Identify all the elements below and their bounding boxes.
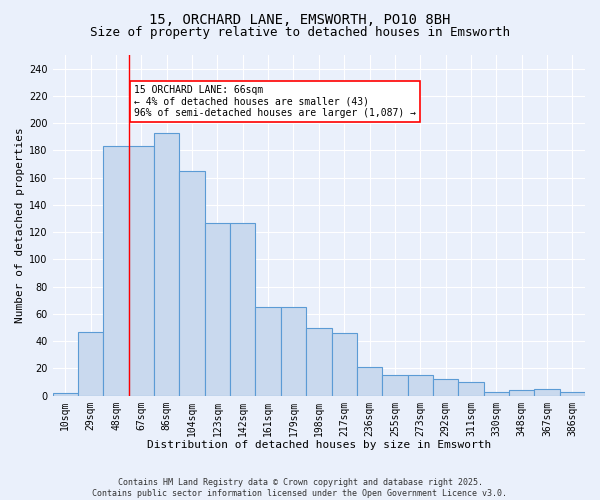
- Bar: [407, 376, 433, 396]
- Text: 15, ORCHARD LANE, EMSWORTH, PO10 8BH: 15, ORCHARD LANE, EMSWORTH, PO10 8BH: [149, 12, 451, 26]
- X-axis label: Distribution of detached houses by size in Emsworth: Distribution of detached houses by size …: [147, 440, 491, 450]
- Bar: [458, 382, 484, 396]
- Bar: [281, 307, 306, 396]
- Bar: [484, 392, 509, 396]
- Bar: [306, 328, 332, 396]
- Bar: [509, 390, 535, 396]
- Text: 15 ORCHARD LANE: 66sqm
← 4% of detached houses are smaller (43)
96% of semi-deta: 15 ORCHARD LANE: 66sqm ← 4% of detached …: [134, 85, 416, 118]
- Bar: [256, 307, 281, 396]
- Bar: [129, 146, 154, 396]
- Bar: [154, 132, 179, 396]
- Y-axis label: Number of detached properties: Number of detached properties: [15, 128, 25, 323]
- Bar: [382, 376, 407, 396]
- Bar: [535, 389, 560, 396]
- Bar: [357, 367, 382, 396]
- Bar: [560, 392, 585, 396]
- Bar: [433, 380, 458, 396]
- Text: Size of property relative to detached houses in Emsworth: Size of property relative to detached ho…: [90, 26, 510, 39]
- Text: Contains HM Land Registry data © Crown copyright and database right 2025.
Contai: Contains HM Land Registry data © Crown c…: [92, 478, 508, 498]
- Bar: [103, 146, 129, 396]
- Bar: [78, 332, 103, 396]
- Bar: [230, 222, 256, 396]
- Bar: [53, 393, 78, 396]
- Bar: [205, 222, 230, 396]
- Bar: [332, 333, 357, 396]
- Bar: [179, 171, 205, 396]
